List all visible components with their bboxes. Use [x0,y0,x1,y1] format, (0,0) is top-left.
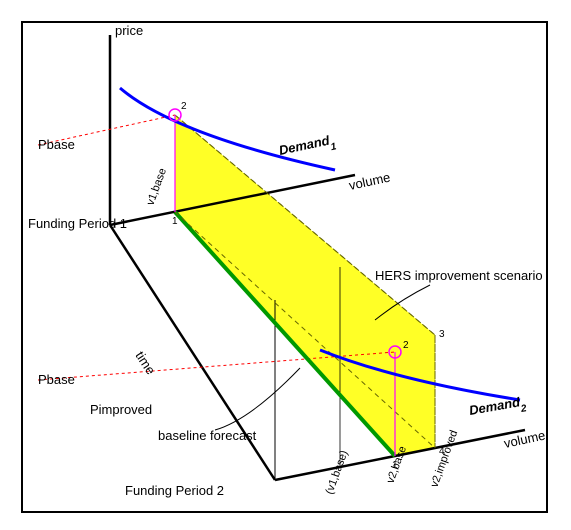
projection-region [175,115,435,456]
pt-top-1: 1 [172,216,178,227]
label-v1-base-paren: (v1,base) [324,449,351,496]
label-time: time [132,348,158,377]
label-volume-2: volume [503,428,547,451]
callout-baseline [215,368,300,430]
pt-bot-1: 1 [392,460,398,471]
pt-top-2: 2 [181,101,187,112]
label-improvement-scenario: HERS improvement scenario [375,268,543,283]
pt-bot-4: 4 [439,446,445,457]
label-baseline-forecast: baseline forecast [158,428,257,443]
label-price: price [115,23,143,38]
label-pimproved: Pimproved [90,402,152,417]
pt-bot-2: 2 [403,340,409,351]
label-pbase-top: Pbase [38,137,75,152]
label-v1-base: v1,base [145,167,169,207]
label-period-1: Funding Period 1 [28,216,127,231]
pt-bot-3: 3 [439,329,445,340]
label-pbase-bottom: Pbase [38,372,75,387]
label-period-2: Funding Period 2 [125,483,224,498]
demand-curve-1 [120,88,335,170]
label-volume-1: volume [348,170,392,193]
label-demand-2: Demand2 [468,393,528,423]
